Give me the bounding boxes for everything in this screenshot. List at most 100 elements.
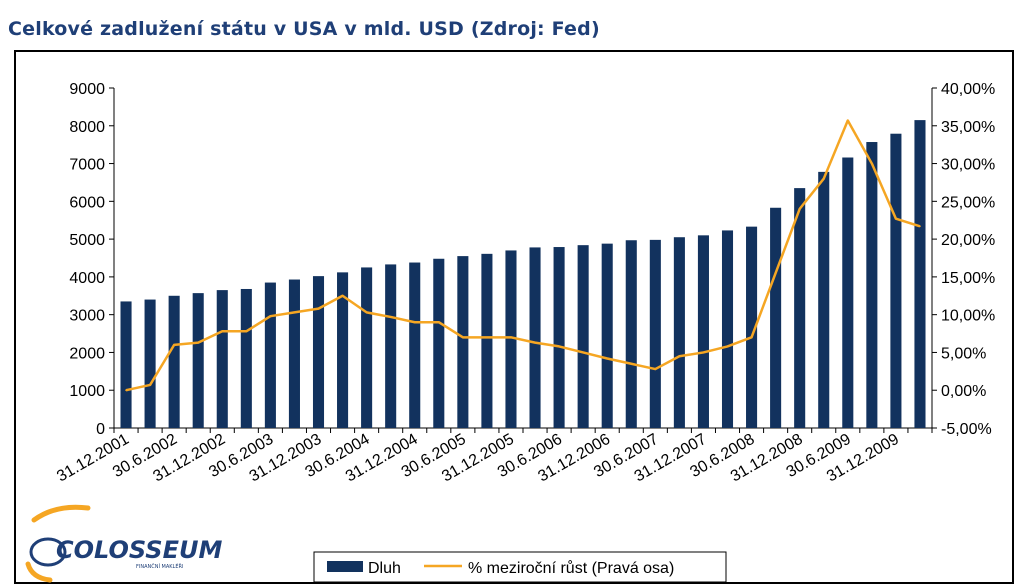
- line-growth-point: [125, 389, 127, 392]
- bar-dluh: [240, 288, 252, 428]
- line-growth-point: [293, 311, 296, 314]
- y-left-tick-label: 6000: [69, 194, 105, 211]
- y-right-tick-label: 20,00%: [941, 232, 995, 249]
- y-right-tick-label: 15,00%: [941, 270, 995, 287]
- line-growth-point: [221, 330, 224, 333]
- bar-dluh: [264, 282, 276, 428]
- bar-dluh: [120, 301, 132, 428]
- logo-text: COLOSSEUM: [56, 536, 222, 564]
- bar-dluh: [649, 239, 661, 428]
- line-growth-point: [846, 119, 849, 122]
- bar-dluh: [553, 247, 565, 428]
- line-growth-point: [798, 208, 801, 210]
- y-left-tick-label: 3000: [69, 308, 105, 325]
- line-growth-point: [822, 177, 825, 180]
- bar-dluh: [673, 237, 685, 428]
- line-growth-point: [365, 311, 368, 314]
- bar-dluh: [601, 243, 613, 428]
- axes: 0 1000 2000 3000 4000 5000 6000 7000 8000 9000 -5,…: [69, 81, 995, 438]
- line-growth-point: [389, 316, 392, 318]
- y-right-tick-label: 30,00%: [941, 157, 995, 174]
- y-left-tick-label: 8000: [69, 119, 105, 136]
- line-growth-point: [654, 368, 657, 370]
- line-growth-point: [462, 336, 464, 339]
- line-growth-point: [173, 344, 175, 346]
- bar-dluh: [216, 290, 228, 428]
- line-growth: [125, 119, 921, 392]
- legend-label-bar: Dluh: [368, 560, 401, 577]
- bar-dluh: [312, 276, 325, 428]
- bar-dluh: [144, 299, 156, 428]
- y-left-tick-label: 4000: [69, 270, 105, 287]
- bar-dluh: [481, 253, 493, 428]
- line-growth-point: [341, 294, 344, 297]
- y-right-tick-label: -5,00%: [941, 421, 992, 438]
- line-growth-point: [269, 315, 272, 317]
- legend-label-line: % meziroční růst (Pravá osa): [468, 559, 674, 577]
- line-growth-point: [149, 384, 151, 386]
- bar-dluh: [914, 120, 926, 429]
- y-left-tick-label: 1000: [69, 383, 105, 400]
- line-growth-point: [437, 321, 440, 324]
- y-right-tick-label: 5,00%: [941, 345, 986, 362]
- line-growth-point: [582, 351, 584, 354]
- bar-dluh: [625, 240, 637, 428]
- bar-dluh: [866, 142, 878, 428]
- bar-dluh: [288, 279, 300, 428]
- y-right-tick-label: 0,00%: [941, 383, 986, 400]
- y-left-tick-label: 2000: [69, 345, 105, 362]
- colosseum-logo: COLOSSEUM FINANČNÍ MAKLÉŘI: [25, 504, 222, 583]
- bar-dluh: [529, 247, 541, 428]
- line-growth-point: [871, 162, 873, 165]
- logo-swoosh-lower-icon: [25, 561, 53, 583]
- bar-series: [120, 120, 926, 429]
- bar-dluh: [770, 207, 782, 428]
- y-right-tick-label: 40,00%: [941, 81, 995, 98]
- line-growth-point: [895, 217, 897, 220]
- legend-swatch-bar: [327, 561, 363, 572]
- logo-swoosh-icon: [31, 504, 91, 523]
- line-growth-point: [486, 336, 488, 339]
- bar-dluh: [818, 171, 830, 428]
- line-growth-point: [919, 225, 921, 228]
- bar-dluh: [842, 157, 854, 428]
- bar-dluh: [168, 295, 180, 428]
- y-left-tick-label: 7000: [69, 157, 105, 174]
- bar-dluh: [505, 250, 517, 428]
- line-growth-point: [413, 321, 416, 324]
- bar-dluh: [697, 235, 709, 428]
- bar-dluh: [890, 133, 902, 428]
- bar-dluh: [433, 258, 445, 428]
- bar-dluh: [577, 245, 589, 428]
- line-growth-point: [606, 357, 609, 360]
- bar-dluh: [457, 256, 469, 428]
- y-left-tick-label: 5000: [69, 232, 105, 249]
- line-growth-point: [245, 330, 248, 333]
- bar-dluh: [409, 262, 421, 428]
- y-left-tick-label: 9000: [69, 81, 105, 98]
- y-right-tick-label: 10,00%: [941, 308, 995, 325]
- line-growth-point: [702, 351, 705, 354]
- bar-dluh: [361, 267, 373, 428]
- logo-ring-icon: [29, 537, 67, 567]
- line-growth-point: [558, 345, 560, 348]
- chart-title: Celkové zadlužení státu v USA v mld. USD…: [8, 18, 600, 40]
- bar-dluh: [721, 230, 734, 428]
- x-tick-labels: 31.12.200130.6.200231.12.200230.6.200331…: [54, 431, 902, 486]
- logo-subtitle: FINANČNÍ MAKLÉŘI: [136, 562, 183, 570]
- legend: Dluh % meziroční růst (Pravá osa): [313, 551, 727, 583]
- line-series: [125, 119, 921, 392]
- line-growth-point: [197, 341, 200, 344]
- chart-frame: 0 1000 2000 3000 4000 5000 6000 7000 8000 9000 -5,…: [14, 50, 1014, 584]
- bar-dluh: [794, 188, 806, 428]
- line-growth-point: [630, 362, 633, 365]
- bar-dluh: [385, 264, 397, 428]
- chart-svg: 0 1000 2000 3000 4000 5000 6000 7000 8000 9000 -5,…: [25, 81, 995, 583]
- line-growth-point: [678, 355, 681, 358]
- y-left-tick-label: 0: [96, 421, 105, 438]
- line-growth-point: [317, 307, 320, 310]
- y-right-tick-label: 25,00%: [941, 194, 995, 211]
- bar-dluh: [746, 226, 758, 428]
- line-growth-point: [534, 341, 536, 344]
- line-growth-point: [510, 336, 512, 339]
